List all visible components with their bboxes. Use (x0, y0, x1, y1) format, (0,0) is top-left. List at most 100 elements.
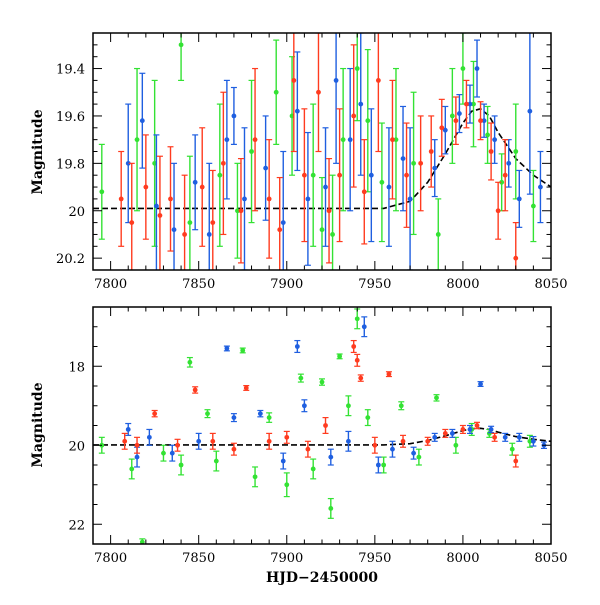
top-x-tick-label: 7950 (358, 277, 391, 292)
top-blue-point (347, 67, 354, 212)
bottom-red-point (230, 442, 237, 456)
bottom-green-point (266, 412, 273, 423)
bottom-green-point (380, 456, 387, 474)
top-blue-point (223, 79, 230, 200)
bottom-green-point (345, 395, 352, 417)
top-green-point (410, 91, 417, 236)
top-green-point (512, 103, 519, 200)
bottom-green-point (139, 538, 146, 544)
bottom-green-point (526, 434, 533, 448)
bottom-x-axis-title: HJD−2450000 (266, 570, 378, 586)
top-green-point (216, 103, 223, 247)
top-blue-point (171, 162, 178, 270)
bottom-blue-point (257, 409, 264, 418)
top-x-tick-label: 7850 (182, 277, 215, 292)
bottom-green-point (319, 378, 325, 386)
bottom-blue-point (466, 424, 473, 434)
bottom-green-point (364, 409, 371, 427)
bottom-y-tick-label: 22 (68, 518, 85, 533)
bottom-red-point (350, 339, 357, 354)
bottom-green-point (433, 394, 440, 402)
bottom-blue-point (516, 432, 523, 442)
bottom-blue-point (146, 428, 153, 446)
top-ticks: 7800 7850 7900 7950 8000 8050 19.4 19.6 19.8 20 20… (56, 32, 568, 292)
bottom-blue-point (530, 435, 537, 447)
top-green-point (319, 176, 325, 270)
top-green-point (340, 67, 347, 212)
bottom-blue-point (327, 448, 334, 466)
bottom-red-point (243, 385, 250, 391)
top-x-tick-label: 8000 (446, 277, 479, 292)
top-red-point (266, 139, 273, 259)
bottom-green-point (398, 401, 405, 411)
bottom-blue-point (477, 381, 484, 387)
bottom-red-point (491, 432, 498, 442)
bottom-x-tick-label: 7900 (270, 551, 303, 566)
bottom-red-point (192, 386, 199, 394)
top-red-point (495, 181, 502, 240)
top-red-point (209, 169, 216, 270)
bottom-blue-point (502, 432, 509, 442)
top-blue-point (153, 134, 160, 270)
top-green-point (248, 79, 255, 224)
bottom-green-point (160, 444, 167, 462)
bottom-blue-point (431, 432, 438, 442)
top-blue-point (241, 127, 248, 270)
top-red-point (488, 122, 495, 181)
top-red-point (220, 91, 227, 236)
top-blue-point (491, 115, 498, 164)
top-red-point (389, 79, 396, 200)
bottom-blue-point (125, 422, 132, 436)
top-x-tick-label: 7800 (94, 277, 127, 292)
bottom-red-point (174, 438, 181, 452)
top-data-layer (93, 33, 551, 270)
bottom-green-point (336, 353, 343, 360)
bottom-x-tick-label: 8000 (446, 551, 479, 566)
bottom-blue-point (223, 345, 230, 352)
top-red-point (237, 158, 244, 264)
bottom-blue-point (361, 316, 368, 338)
bottom-red-point (371, 436, 378, 454)
bottom-red-point (283, 430, 290, 444)
top-green-point (273, 39, 280, 145)
top-red-point (128, 162, 135, 270)
bottom-blue-point (301, 399, 308, 413)
top-red-point (315, 33, 322, 153)
bottom-red-point (209, 432, 216, 450)
top-blue-point (294, 51, 301, 172)
bottom-panel: 7800 7850 7900 7950 8000 8050 18 20 22 Magnitude… (30, 306, 568, 586)
bottom-green-point (252, 466, 259, 488)
top-blue-point (192, 134, 199, 231)
top-red-point (403, 122, 410, 228)
top-red-point (477, 101, 484, 141)
top-green-point (364, 48, 371, 193)
bottom-y-axis-title: Magnitude (30, 382, 46, 467)
top-blue-point (474, 39, 481, 98)
bottom-green-point (128, 458, 135, 480)
top-blue-point (456, 94, 463, 134)
bottom-green-point (415, 448, 422, 466)
top-red-point (336, 108, 343, 243)
top-y-tick-label: 19.4 (56, 63, 85, 78)
top-red-point (276, 176, 283, 270)
top-green-point (459, 33, 466, 105)
bottom-green-point (213, 450, 220, 472)
top-blue-point (262, 115, 269, 221)
bottom-green-point (310, 458, 317, 480)
top-green-point (134, 67, 141, 212)
bottom-blue-point (230, 413, 237, 423)
top-blue-point (407, 127, 414, 270)
top-blue-point (442, 105, 449, 155)
bottom-blue-point (389, 440, 396, 458)
top-red-point (167, 146, 174, 252)
top-blue-point (206, 162, 213, 270)
top-green-point (178, 33, 185, 82)
top-red-point (142, 134, 149, 240)
bottom-blue-point (280, 452, 287, 470)
top-red-point (361, 139, 368, 245)
bottom-red-point (424, 436, 431, 446)
top-blue-point (357, 33, 364, 176)
top-green-point (310, 103, 317, 247)
top-blue-point (280, 150, 287, 270)
